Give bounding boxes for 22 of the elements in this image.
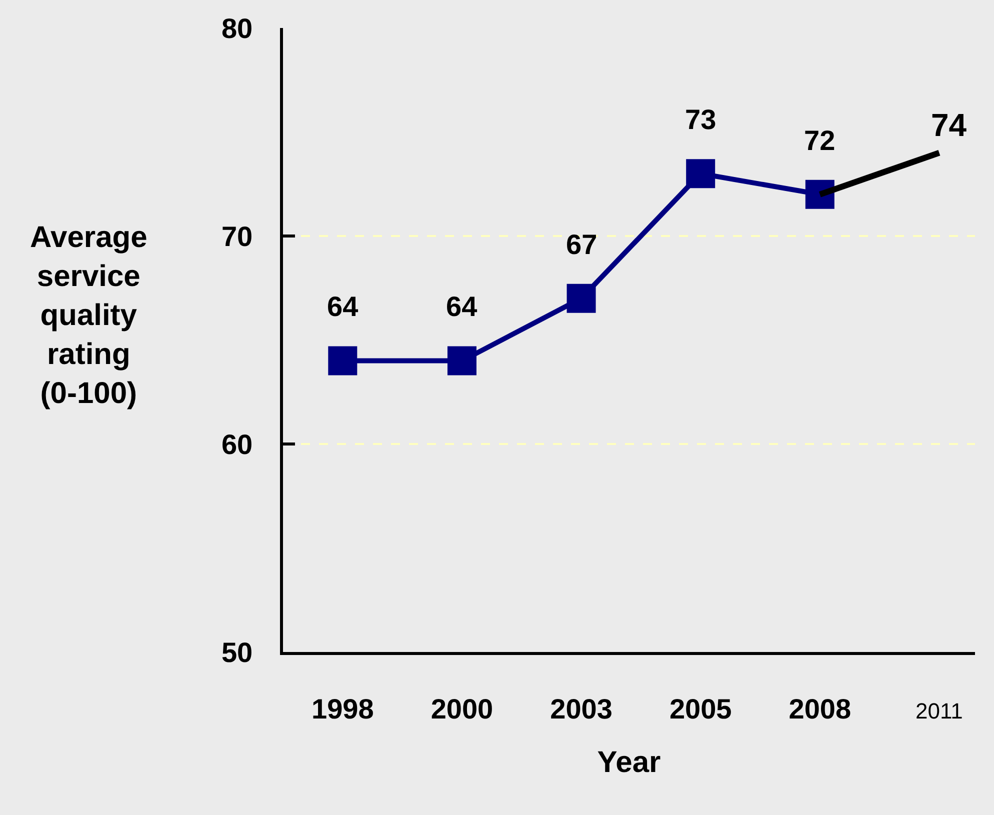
data-label: 64 <box>327 291 359 322</box>
x-tick-label: 2003 <box>550 693 612 724</box>
point <box>566 284 596 313</box>
point <box>686 159 716 188</box>
x-tick-label: 2000 <box>430 693 494 724</box>
y-tick-label: 60 <box>221 428 253 460</box>
x-tick-label: 2005 <box>669 693 732 724</box>
data-label: 67 <box>566 229 598 260</box>
x-tick-label: 1998 <box>312 693 374 724</box>
data-label: 64 <box>446 291 478 322</box>
x-axis-title: Year <box>597 746 662 779</box>
x-tick-label: 2011 <box>916 698 963 724</box>
x-tick-label: 2008 <box>788 693 852 724</box>
data-label: 74 <box>931 107 967 143</box>
y-axis-title: Average service quality rating (0-100) <box>30 221 148 410</box>
y-tick-label: 70 <box>221 220 253 252</box>
y-tick-label: 80 <box>221 12 253 44</box>
point <box>447 346 476 376</box>
y-tick-label: 50 <box>221 636 253 668</box>
data-label: 73 <box>685 104 716 135</box>
point <box>328 346 358 376</box>
data-label: 72 <box>804 125 836 156</box>
